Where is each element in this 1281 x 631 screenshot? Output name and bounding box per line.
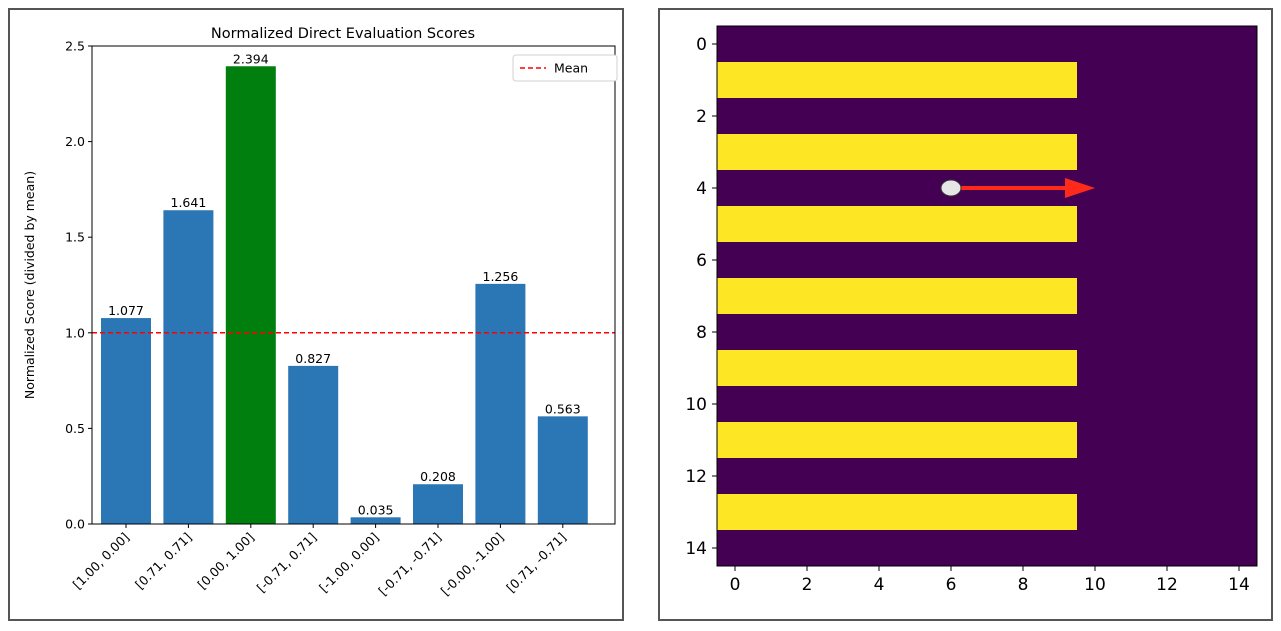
x-tick-label: [0.71, -0.71]: [503, 530, 569, 596]
x-tick-label: 10: [1084, 575, 1106, 595]
bar: [163, 210, 214, 525]
x-tick-label: [-0.00, -1.00]: [438, 530, 507, 599]
x-tick-label: [0.00, 1.00]: [194, 530, 256, 592]
x-tick-label: 4: [874, 575, 885, 595]
yellow-wall-row: [717, 494, 1077, 530]
x-tick-label: [1.00, 0.00]: [70, 530, 132, 592]
bar-value-label: 1.256: [483, 269, 519, 284]
x-tick-label: [-0.71, -0.71]: [375, 530, 444, 599]
direction-arrow-head: [1065, 178, 1095, 198]
y-tick-label: 12: [685, 467, 707, 487]
x-tick-label: 8: [1018, 575, 1029, 595]
y-tick-label: 2: [696, 107, 707, 127]
bar-value-label: 0.827: [295, 351, 331, 366]
y-tick-label: 6: [696, 251, 707, 271]
x-tick-label: 12: [1156, 575, 1178, 595]
bar: [225, 66, 276, 524]
x-tick-label: [0.71, 0.71]: [132, 530, 194, 592]
legend-mean-label: Mean: [554, 61, 588, 76]
bar: [537, 416, 588, 524]
bar: [475, 283, 526, 524]
yellow-wall-row: [717, 350, 1077, 386]
bar: [101, 318, 151, 524]
bar-value-label: 0.563: [545, 401, 581, 416]
bar-value-label: 0.208: [420, 469, 456, 484]
y-tick-label: 14: [685, 539, 707, 559]
bar: [413, 484, 463, 524]
y-tick-label: 10: [685, 395, 707, 415]
bar-value-label: 1.641: [171, 195, 207, 210]
y-tick-label: 0.5: [65, 421, 85, 436]
x-tick-label: 14: [1228, 575, 1250, 595]
y-tick-label: 1.5: [65, 230, 85, 245]
y-tick-label: 2.0: [65, 134, 85, 149]
yellow-wall-row: [717, 206, 1077, 242]
y-tick-label: 8: [696, 323, 707, 343]
yellow-wall-row: [717, 422, 1077, 458]
grid-heatmap: 0 2 4 6 8 10 12 14 0 2 4 6 8 10 12 14: [685, 25, 1258, 595]
y-tick-label: 1.0: [65, 325, 85, 340]
chart-title: Normalized Direct Evaluation Scores: [211, 26, 475, 42]
y-tick-label: 0: [696, 35, 707, 55]
y-axis-label: Normalized Score (divided by mean): [22, 171, 37, 399]
x-tick-label: 0: [730, 575, 741, 595]
x-tick-label: 6: [946, 575, 957, 595]
y-tick-label: 0.0: [65, 517, 85, 532]
grid-plot-panel: 0 2 4 6 8 10 12 14 0 2 4 6 8 10 12 14: [658, 8, 1273, 621]
y-tick-label: 2.5: [65, 39, 85, 54]
bar-value-label: 2.394: [233, 51, 269, 66]
bar-value-label: 0.035: [358, 502, 394, 517]
bar-chart-panel: Normalized Direct Evaluation Scores Norm…: [8, 8, 624, 621]
bar: [350, 517, 401, 524]
legend-box: [512, 54, 618, 82]
x-tick-label: 2: [802, 575, 813, 595]
bar-chart: Normalized Direct Evaluation Scores Norm…: [22, 26, 618, 599]
yellow-wall-row: [717, 62, 1077, 98]
plot-frame: [716, 25, 1258, 567]
x-tick-label: [-0.71, 0.71]: [254, 530, 320, 596]
y-tick-label: 4: [696, 179, 707, 199]
bar-value-label: 1.077: [108, 303, 144, 318]
legend: Mean: [512, 54, 618, 82]
yellow-wall-row: [717, 134, 1077, 170]
x-tick-label: [-1.00, 0.00]: [316, 530, 382, 596]
bar: [288, 365, 339, 524]
agent-marker: [940, 179, 962, 197]
yellow-wall-row: [717, 278, 1077, 314]
plot-frame: [91, 45, 616, 525]
